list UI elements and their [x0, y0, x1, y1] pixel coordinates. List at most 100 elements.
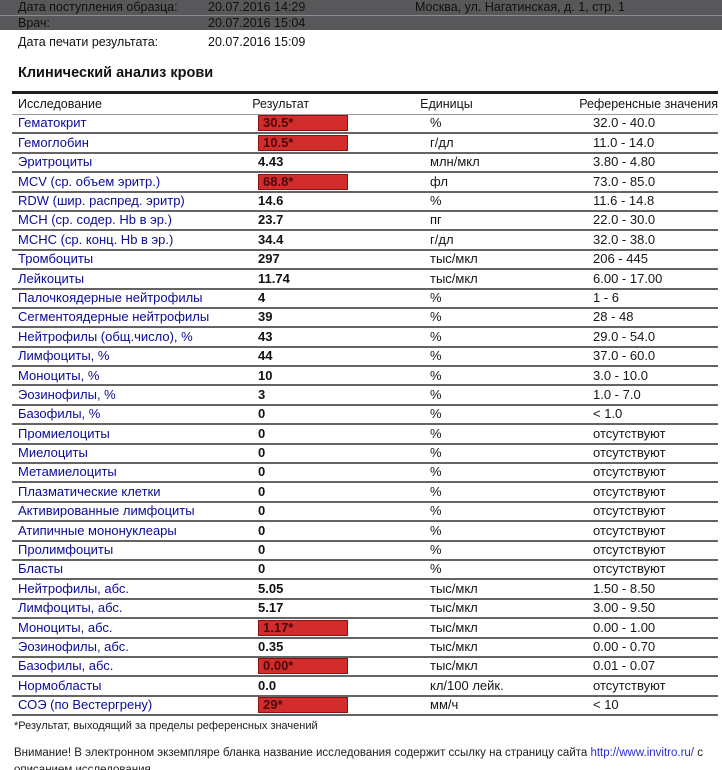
test-name-link[interactable]: Лимфоциты, %	[18, 348, 110, 364]
units-cell: %	[430, 309, 442, 325]
table-row: СОЭ (по Вестергрену) 29* мм/ч < 10	[12, 697, 718, 717]
result-value: 4	[258, 289, 266, 305]
test-name-link[interactable]: Гематокрит	[18, 115, 87, 131]
units-cell: фл	[430, 173, 448, 189]
test-name-link[interactable]: Лейкоциты	[18, 270, 85, 286]
reference-cell: отсутствуют	[593, 561, 666, 577]
doctor-row: Врач: 20.07.2016 15:04	[0, 15, 722, 30]
table-row: Лимфоциты, % 44 % 37.0 - 60.0	[12, 348, 718, 368]
table-row: MCH (ср. содер. Hb в эр.) 23.7 пг 22.0 -…	[12, 212, 718, 232]
units-cell: %	[430, 561, 442, 577]
column-header-result: Результат	[252, 97, 310, 111]
units-cell: пг	[430, 212, 442, 228]
units-cell: тыс/мкл	[430, 638, 478, 654]
reference-cell: 11.6 - 14.8	[593, 193, 655, 208]
test-name-link[interactable]: Бласты	[18, 561, 63, 577]
result-value: 10	[258, 367, 273, 383]
doctor-value: 20.07.2016 15:04	[208, 16, 306, 30]
attention-text-prefix: Внимание! В электронном экземпляре бланк…	[14, 747, 591, 760]
table-row: Бласты 0 % отсутствуют	[12, 561, 718, 581]
result-value: 0	[258, 406, 266, 422]
units-cell: мм/ч	[430, 697, 459, 713]
test-name-link[interactable]: Плазматические клетки	[18, 483, 161, 499]
result-value: 3	[258, 386, 266, 402]
section-title: Клинический анализ крови	[18, 65, 214, 81]
test-name-link[interactable]: Эозинофилы, %	[18, 386, 116, 402]
result-value: 39	[258, 309, 273, 325]
reference-cell: 1.0 - 7.0	[593, 386, 641, 402]
table-row: Нейтрофилы (общ.число), % 43 % 29.0 - 54…	[12, 328, 718, 348]
result-value: 30.5*	[258, 115, 348, 132]
test-name-link[interactable]: Атипичные мононуклеары	[18, 522, 177, 538]
asterisk-footnote: *Результат, выходящий за пределы референ…	[14, 720, 318, 733]
units-cell: %	[430, 425, 442, 441]
test-name-link[interactable]: MCV (ср. объем эритр.)	[18, 173, 161, 189]
table-row: Нормобласты 0.0 кл/100 лейк. отсутствуют	[12, 677, 718, 697]
table-row: RDW (шир. распред. эритр) 14.6 % 11.6 - …	[12, 193, 718, 212]
test-name-link[interactable]: Тромбоциты	[18, 251, 94, 267]
test-name-link[interactable]: Промиелоциты	[18, 425, 110, 441]
test-name-link[interactable]: Гемоглобин	[18, 134, 89, 150]
attention-note: Внимание! В электронном экземпляре бланк…	[14, 745, 718, 770]
result-value: 0	[258, 561, 266, 577]
table-row: Лейкоциты 11.74 тыс/мкл 6.00 - 17.00	[12, 270, 718, 290]
result-value: 14.6	[258, 193, 284, 208]
test-name-link[interactable]: Нейтрофилы, абс.	[18, 580, 130, 596]
table-row: Базофилы, абс. 0.00* тыс/мкл 0.01 - 0.07	[12, 658, 718, 678]
test-name-link[interactable]: СОЭ (по Вестергрену)	[18, 697, 153, 713]
test-name-link[interactable]: МСНС (ср. конц. Hb в эр.)	[18, 231, 174, 247]
test-name-link[interactable]: Палочкоядерные нейтрофилы	[18, 289, 203, 305]
test-name-link[interactable]: Базофилы, %	[18, 406, 101, 422]
reference-cell: 22.0 - 30.0	[593, 212, 656, 228]
reference-cell: отсутствуют	[593, 464, 666, 480]
invitro-link[interactable]: http://www.invitro.ru/	[590, 747, 695, 760]
test-name-link[interactable]: Активированные лимфоциты	[18, 503, 195, 519]
reference-cell: отсутствуют	[593, 483, 666, 499]
test-name-link[interactable]: Моноциты, %	[18, 367, 100, 383]
reference-cell: 1.50 - 8.50	[593, 580, 656, 596]
test-name-link[interactable]: Нормобласты	[18, 677, 102, 693]
test-name-link[interactable]: Нейтрофилы (общ.число), %	[18, 328, 193, 344]
doctor-label: Врач:	[18, 16, 50, 30]
reference-cell: 6.00 - 17.00	[593, 270, 663, 286]
report-header-band: Дата поступления образца: 20.07.2016 14:…	[0, 0, 722, 30]
units-cell: %	[430, 445, 442, 461]
results-table: Исследование Результат Единицы Референсн…	[12, 91, 718, 717]
result-value: 43	[258, 328, 273, 344]
units-cell: %	[430, 193, 442, 208]
test-name-link[interactable]: Лимфоциты, абс.	[18, 600, 123, 616]
reference-cell: 1 - 6	[593, 289, 620, 305]
test-name-link[interactable]: RDW (шир. распред. эритр)	[18, 193, 185, 208]
test-name-link[interactable]: Пролимфоциты	[18, 542, 114, 558]
test-name-link[interactable]: Моноциты, абс.	[18, 619, 113, 635]
units-cell: %	[430, 367, 442, 383]
test-name-link[interactable]: Базофилы, абс.	[18, 658, 114, 674]
units-cell: %	[430, 289, 442, 305]
reference-cell: отсутствуют	[593, 677, 666, 693]
units-cell: тыс/мкл	[430, 600, 478, 616]
table-row: Эозинофилы, % 3 % 1.0 - 7.0	[12, 386, 718, 406]
test-name-link[interactable]: Метамиелоциты	[18, 464, 117, 480]
test-name-link[interactable]: Эозинофилы, абс.	[18, 638, 129, 654]
table-row: Активированные лимфоциты 0 % отсутствуют	[12, 503, 718, 523]
test-name-link[interactable]: MCH (ср. содер. Hb в эр.)	[18, 212, 172, 228]
column-header-test: Исследование	[18, 97, 102, 111]
units-cell: %	[430, 328, 442, 344]
units-cell: %	[430, 483, 442, 499]
test-name-link[interactable]: Эритроциты	[18, 154, 93, 170]
results-table-header: Исследование Результат Единицы Референсн…	[12, 94, 718, 115]
units-cell: %	[430, 386, 442, 402]
result-value: 0	[258, 522, 266, 538]
test-name-link[interactable]: Сегментоядерные нейтрофилы	[18, 309, 210, 325]
reference-cell: 3.0 - 10.0	[593, 367, 648, 383]
result-value: 297	[258, 251, 280, 267]
units-cell: тыс/мкл	[430, 658, 478, 674]
table-row: Палочкоядерные нейтрофилы 4 % 1 - 6	[12, 290, 718, 309]
test-name-link[interactable]: Миелоциты	[18, 445, 88, 461]
units-cell: %	[430, 115, 442, 131]
result-value: 10.5*	[258, 134, 348, 151]
units-cell: млн/мкл	[430, 154, 480, 170]
results-table-body: Гематокрит 30.5* % 32.0 - 40.0 Гемоглоби…	[12, 115, 718, 717]
units-cell: г/дл	[430, 134, 454, 150]
table-row: Гематокрит 30.5* % 32.0 - 40.0	[12, 115, 718, 135]
